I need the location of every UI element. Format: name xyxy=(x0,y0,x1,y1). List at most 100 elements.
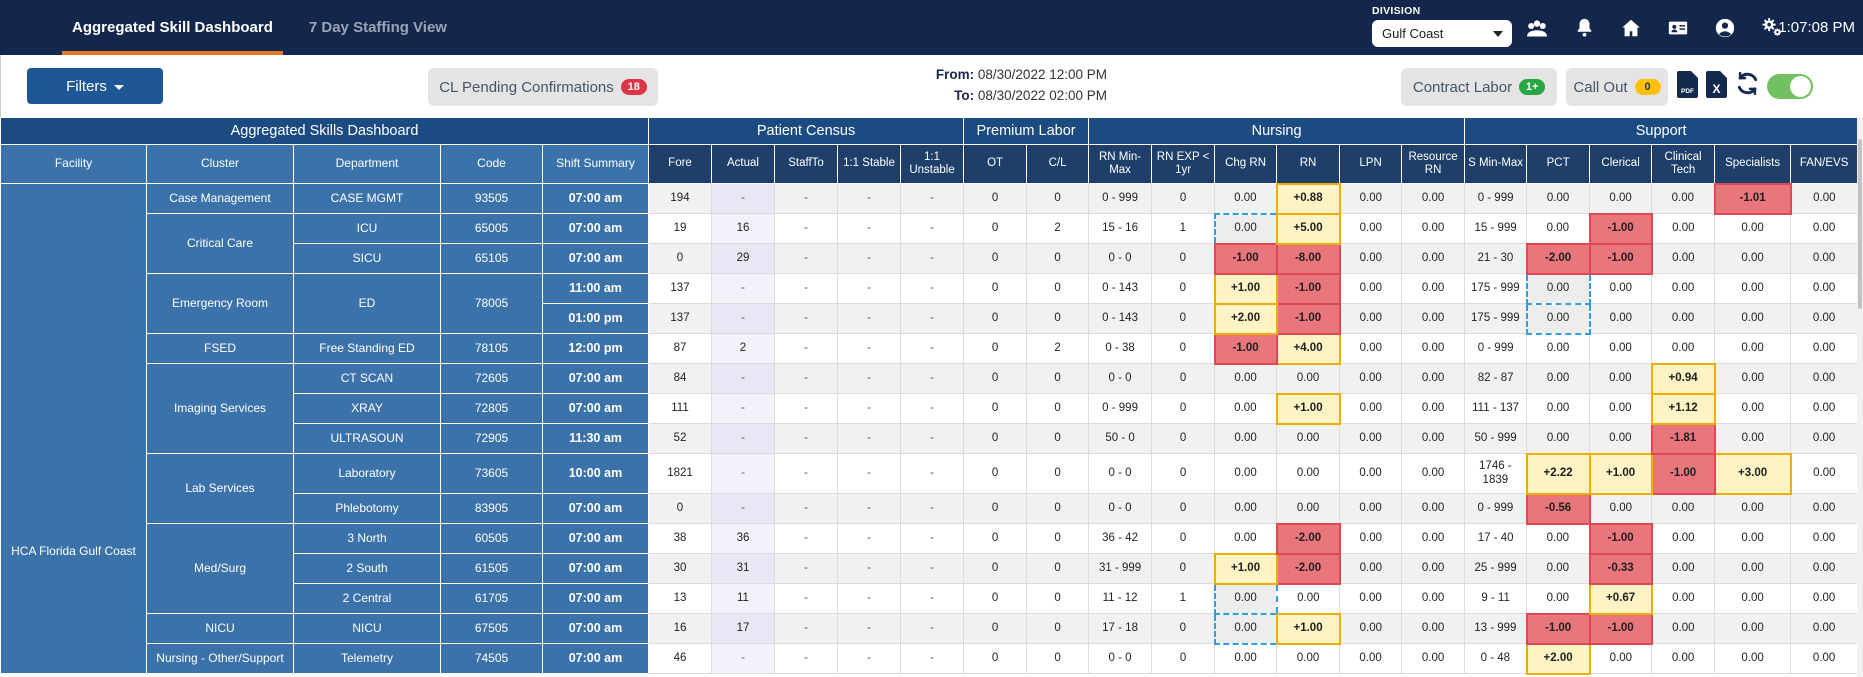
cell-s-min-max[interactable]: 111 - 137 xyxy=(1464,393,1528,424)
cell-resource-rn[interactable]: 0.00 xyxy=(1401,523,1466,554)
cell-fore[interactable]: 137 xyxy=(648,303,712,334)
cell-rn-min-max[interactable]: 17 - 18 xyxy=(1088,613,1153,644)
contract-labor-button[interactable]: Contract Labor 1+ xyxy=(1401,68,1557,106)
cell-rn-min-max[interactable]: 0 - 0 xyxy=(1088,363,1153,394)
cell-rn-exp-1yr[interactable]: 0 xyxy=(1151,243,1216,274)
cell-actual[interactable]: 36 xyxy=(711,523,775,554)
cell-fan-evs[interactable]: 0.00 xyxy=(1790,303,1859,334)
cell-chg-rn[interactable]: +1.00 xyxy=(1213,272,1278,305)
call-out-button[interactable]: Call Out 0 xyxy=(1566,68,1668,106)
cell-cl[interactable]: 0 xyxy=(1026,273,1090,304)
cell-ot[interactable]: 0 xyxy=(963,183,1028,214)
cell-fore[interactable]: 0 xyxy=(648,243,712,274)
cell-fore[interactable]: 38 xyxy=(648,523,712,554)
cell-unstable-1-1[interactable]: - xyxy=(899,553,965,584)
cell-lpn[interactable]: 0.00 xyxy=(1339,213,1403,244)
cell-cl[interactable]: 0 xyxy=(1026,643,1090,674)
cell-ot[interactable]: 0 xyxy=(963,613,1028,644)
cell-ot[interactable]: 0 xyxy=(963,523,1028,554)
cell-pct[interactable]: 0.00 xyxy=(1526,583,1591,614)
cell-specialists[interactable]: 0.00 xyxy=(1714,363,1792,394)
cell-fore[interactable]: 0 xyxy=(648,493,712,524)
cell-clinical-tech[interactable]: 0.00 xyxy=(1651,213,1716,244)
cl-pending-confirmations-button[interactable]: CL Pending Confirmations 18 xyxy=(428,68,658,106)
refresh-icon[interactable] xyxy=(1734,70,1761,102)
cell-clerical[interactable]: 0.00 xyxy=(1589,423,1653,454)
cell-staffto[interactable]: - xyxy=(774,243,838,274)
cell-lpn[interactable]: 0.00 xyxy=(1339,363,1403,394)
cell-rn[interactable]: +5.00 xyxy=(1275,212,1341,245)
cell-cl[interactable]: 0 xyxy=(1026,303,1090,334)
cell-rn[interactable]: +1.00 xyxy=(1275,392,1341,425)
cell-resource-rn[interactable]: 0.00 xyxy=(1401,613,1466,644)
cell-rn[interactable]: +1.00 xyxy=(1275,612,1341,645)
cell-fore[interactable]: 16 xyxy=(648,613,712,644)
cell-actual[interactable]: 29 xyxy=(711,243,775,274)
cell-resource-rn[interactable]: 0.00 xyxy=(1401,243,1466,274)
cell-resource-rn[interactable]: 0.00 xyxy=(1401,333,1466,364)
cell-actual[interactable]: 11 xyxy=(711,583,775,614)
cell-ot[interactable]: 0 xyxy=(963,213,1028,244)
cell-clinical-tech[interactable]: 0.00 xyxy=(1651,583,1716,614)
cell-resource-rn[interactable]: 0.00 xyxy=(1401,423,1466,454)
cell-cl[interactable]: 0 xyxy=(1026,453,1090,494)
cell-lpn[interactable]: 0.00 xyxy=(1339,493,1403,524)
cell-specialists[interactable]: 0.00 xyxy=(1714,243,1792,274)
cell-rn[interactable]: 0.00 xyxy=(1276,423,1341,454)
cell-fan-evs[interactable]: 0.00 xyxy=(1790,493,1859,524)
cell-rn[interactable]: -2.00 xyxy=(1275,552,1341,585)
cell-chg-rn[interactable]: 0.00 xyxy=(1214,363,1278,394)
cell-specialists[interactable]: 0.00 xyxy=(1714,613,1792,644)
cell-staffto[interactable]: - xyxy=(774,553,838,584)
cell-clerical[interactable]: 0.00 xyxy=(1589,183,1653,214)
cell-pct[interactable]: 0.00 xyxy=(1526,183,1591,214)
tab-7-day-staffing-view[interactable]: 7 Day Staffing View xyxy=(308,19,447,36)
cell-rn-min-max[interactable]: 0 - 0 xyxy=(1088,643,1153,674)
to-date[interactable]: To: 08/30/2022 02:00 PM xyxy=(845,85,1107,106)
from-date[interactable]: From: 08/30/2022 12:00 PM xyxy=(845,64,1107,85)
cell-pct[interactable]: 0.00 xyxy=(1526,523,1591,554)
cell-lpn[interactable]: 0.00 xyxy=(1339,273,1403,304)
cell-rn-min-max[interactable]: 0 - 143 xyxy=(1088,273,1153,304)
cell-specialists[interactable]: 0.00 xyxy=(1714,303,1792,334)
cell-s-min-max[interactable]: 175 - 999 xyxy=(1464,303,1528,334)
cell-lpn[interactable]: 0.00 xyxy=(1339,453,1403,494)
cell-stable-1-1[interactable]: - xyxy=(837,493,901,524)
cell-clerical[interactable]: -1.00 xyxy=(1588,212,1653,245)
cell-s-min-max[interactable]: 82 - 87 xyxy=(1464,363,1528,394)
cell-unstable-1-1[interactable]: - xyxy=(899,273,965,304)
cell-pct[interactable]: 0.00 xyxy=(1526,333,1591,364)
cell-fan-evs[interactable]: 0.00 xyxy=(1790,363,1859,394)
cell-actual[interactable]: - xyxy=(711,363,775,394)
cell-stable-1-1[interactable]: - xyxy=(837,393,901,424)
cell-cl[interactable]: 0 xyxy=(1026,183,1090,214)
cell-pct[interactable]: 0.00 xyxy=(1526,423,1591,454)
cell-rn-exp-1yr[interactable]: 0 xyxy=(1151,183,1216,214)
cell-fore[interactable]: 194 xyxy=(648,183,712,214)
home-icon[interactable] xyxy=(1618,15,1644,41)
cell-staffto[interactable]: - xyxy=(774,493,838,524)
cell-lpn[interactable]: 0.00 xyxy=(1339,303,1403,334)
cell-s-min-max[interactable]: 9 - 11 xyxy=(1464,583,1528,614)
cell-rn-min-max[interactable]: 0 - 0 xyxy=(1088,453,1153,494)
cell-fore[interactable]: 137 xyxy=(648,273,712,304)
cell-cl[interactable]: 0 xyxy=(1026,523,1090,554)
cell-resource-rn[interactable]: 0.00 xyxy=(1401,183,1466,214)
cell-ot[interactable]: 0 xyxy=(963,493,1028,524)
cell-staffto[interactable]: - xyxy=(774,583,838,614)
vertical-scrollbar[interactable] xyxy=(1857,117,1863,677)
cell-ot[interactable]: 0 xyxy=(963,303,1028,334)
cell-actual[interactable]: - xyxy=(711,493,775,524)
cell-fan-evs[interactable]: 0.00 xyxy=(1790,243,1859,274)
cell-fan-evs[interactable]: 0.00 xyxy=(1790,393,1859,424)
cell-clerical[interactable]: +0.67 xyxy=(1588,582,1653,615)
cell-staffto[interactable]: - xyxy=(774,303,838,334)
cell-rn-min-max[interactable]: 0 - 143 xyxy=(1088,303,1153,334)
cell-specialists[interactable]: +3.00 xyxy=(1713,452,1792,495)
cell-clerical[interactable]: 0.00 xyxy=(1589,363,1653,394)
cell-rn[interactable]: +0.88 xyxy=(1275,182,1341,215)
excel-export-icon[interactable]: X xyxy=(1706,71,1727,98)
cell-rn-exp-1yr[interactable]: 1 xyxy=(1151,213,1216,244)
cell-pct[interactable]: +2.00 xyxy=(1525,642,1591,675)
cell-pct[interactable]: 0.00 xyxy=(1526,553,1591,584)
